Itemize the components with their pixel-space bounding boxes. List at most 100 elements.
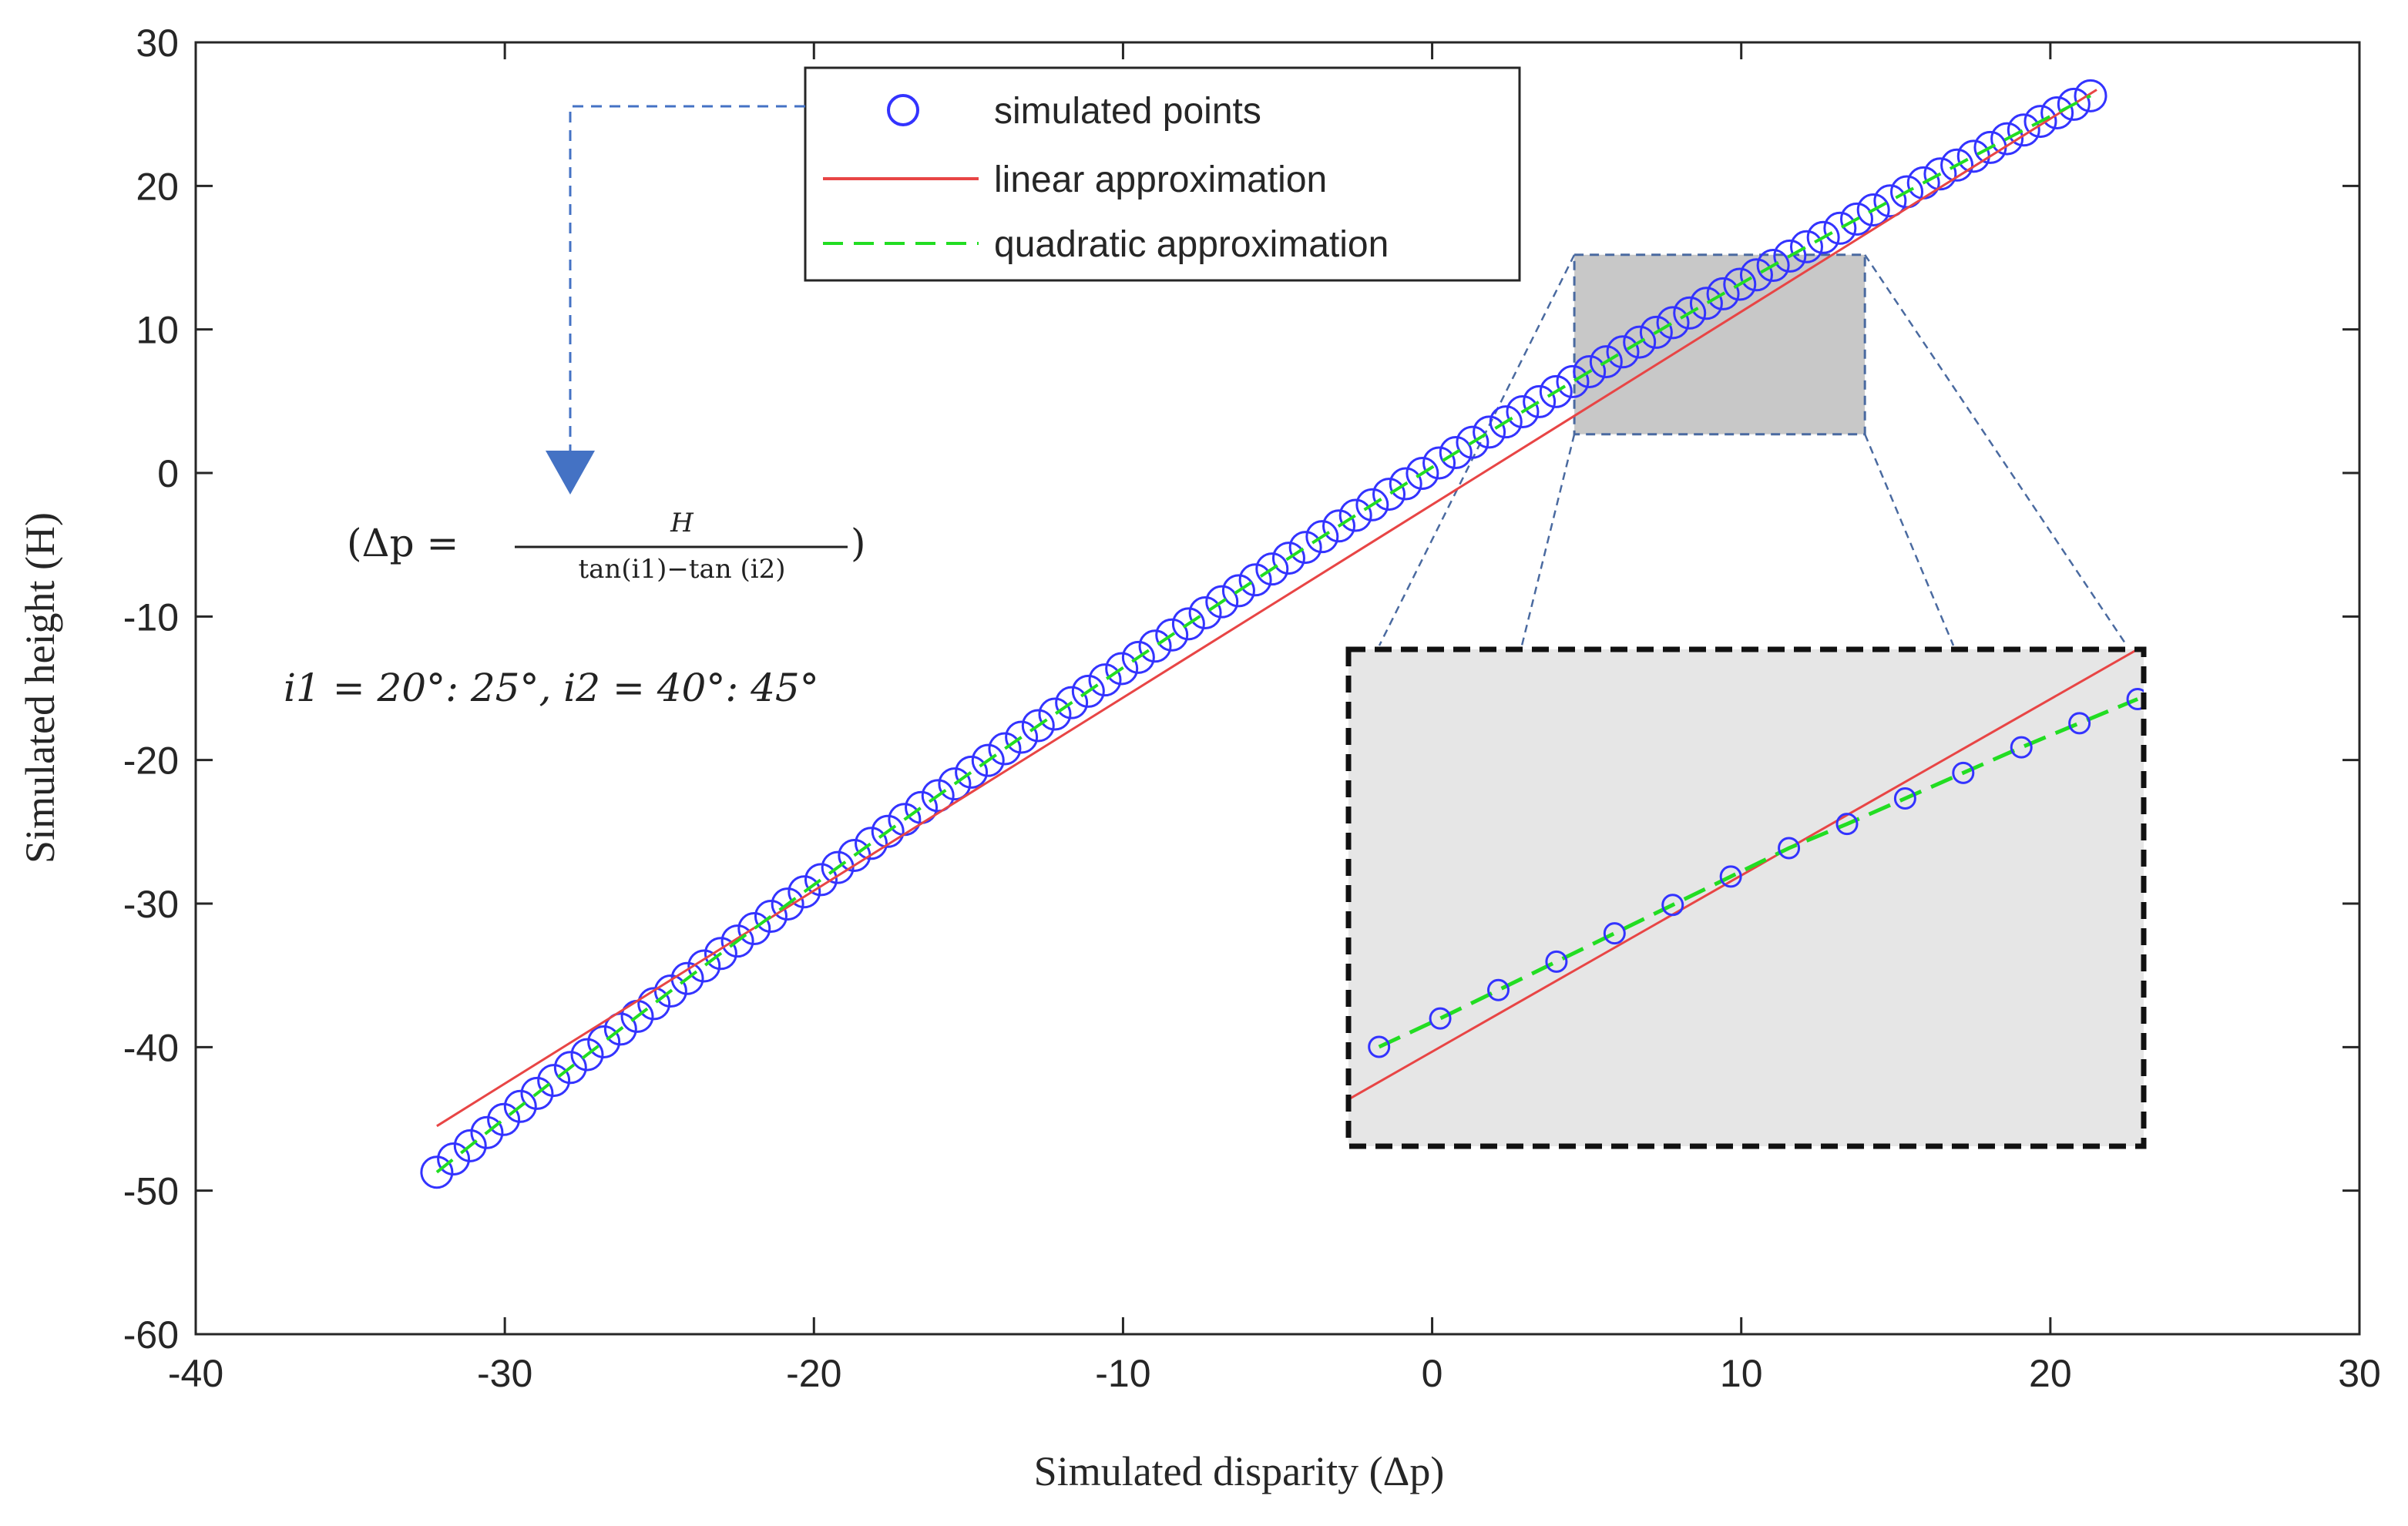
data-point <box>855 827 888 860</box>
data-point <box>1088 663 1122 697</box>
data-point <box>1138 629 1172 663</box>
data-point <box>1623 325 1657 359</box>
x-tick-label: 30 <box>2338 1352 2381 1395</box>
data-point <box>1038 697 1072 731</box>
inset-data-point <box>1545 950 1568 973</box>
arrow-head-icon <box>546 451 595 495</box>
linear-line <box>436 89 2097 1128</box>
formula-lhs: (Δp = <box>347 521 458 565</box>
y-tick-label: -40 <box>123 1026 179 1069</box>
inset-data-point <box>1429 1007 1452 1030</box>
legend-label-points: simulated points <box>994 91 1261 132</box>
data-point <box>520 1076 554 1110</box>
data-point <box>955 755 989 789</box>
data-point <box>1589 345 1623 379</box>
data-point <box>553 1051 587 1085</box>
y-tick-label: 20 <box>136 165 179 208</box>
data-point <box>1773 239 1807 273</box>
inset-linear <box>1348 649 2138 1101</box>
y-tick-label: -20 <box>123 740 179 783</box>
formula-denominator: tan(i1)−tan (i2) <box>578 554 785 585</box>
data-point <box>1673 296 1707 330</box>
data-point <box>704 937 737 971</box>
data-point <box>804 863 838 897</box>
x-tick-label: 10 <box>1720 1352 1763 1395</box>
data-point <box>637 987 671 1021</box>
data-point <box>537 1064 571 1098</box>
legend-marker-points <box>887 94 919 126</box>
y-tick-label: -30 <box>123 883 179 926</box>
data-point <box>1639 315 1673 349</box>
data-point <box>470 1115 504 1149</box>
x-tick-label: -40 <box>168 1352 223 1395</box>
inset-data-point <box>1778 837 1801 860</box>
data-point <box>1071 674 1105 708</box>
y-axis-label: Simulated height (H) <box>17 512 63 864</box>
data-point <box>603 1012 637 1046</box>
data-point <box>1473 415 1506 449</box>
inset-data-point <box>1368 1035 1391 1058</box>
formula-close: ) <box>851 521 866 565</box>
data-point <box>988 732 1022 766</box>
y-tick-label: 30 <box>136 22 179 65</box>
y-tick-label: -50 <box>123 1170 179 1213</box>
inset-data-point <box>1835 813 1859 836</box>
data-point <box>1873 184 1907 218</box>
data-point <box>1689 287 1723 320</box>
data-point <box>1573 354 1607 388</box>
data-point <box>503 1089 537 1123</box>
data-point <box>1656 306 1690 340</box>
data-point <box>1840 202 1874 236</box>
data-point <box>754 900 788 934</box>
data-point <box>1205 585 1239 619</box>
data-point <box>1389 467 1422 501</box>
inset-data-point <box>1893 787 1916 810</box>
x-axis-ticks: -40 -30 -20 -10 0 10 20 30 <box>168 42 2381 1395</box>
data-point <box>1422 446 1456 480</box>
inset-frame-bg <box>1348 649 2144 1146</box>
data-point <box>1723 267 1757 301</box>
data-point <box>971 743 1005 777</box>
data-point <box>1155 618 1189 652</box>
inset-frame-border <box>1345 646 2147 1149</box>
linear-approximation-series <box>436 89 2097 1128</box>
data-point <box>570 1038 604 1072</box>
y-tick-label: 0 <box>157 452 179 495</box>
y-tick-label: -60 <box>123 1313 179 1357</box>
x-tick-label: 20 <box>2029 1352 2072 1395</box>
annotation-arrow <box>546 105 805 495</box>
data-point <box>687 949 721 983</box>
data-point <box>1021 709 1055 743</box>
y-axis-ticks: 30 20 10 0 -10 -20 -30 -40 -50 -60 <box>123 22 2359 1357</box>
data-point <box>1856 193 1890 227</box>
inset-points <box>1368 688 2144 1058</box>
connector-line <box>1378 254 1576 646</box>
legend-label-quadratic: quadratic approximation <box>994 224 1389 265</box>
data-point <box>771 887 804 921</box>
data-point <box>1706 277 1740 310</box>
data-point <box>437 1142 471 1176</box>
data-point <box>420 1155 454 1189</box>
data-point <box>2023 105 2057 139</box>
simulated-points-series <box>420 79 2107 1189</box>
data-point <box>1255 552 1289 586</box>
data-point <box>1823 211 1857 245</box>
data-point <box>1556 364 1590 398</box>
y-tick-label: -10 <box>123 595 179 639</box>
inset-linear-line <box>1348 649 2138 1101</box>
data-point <box>1105 652 1139 686</box>
data-point <box>1456 425 1489 459</box>
data-point <box>1305 520 1339 554</box>
data-point <box>1288 531 1322 565</box>
x-tick-label: -10 <box>1095 1352 1150 1395</box>
data-point <box>1506 394 1540 428</box>
data-point <box>453 1129 487 1162</box>
data-point <box>1489 405 1523 439</box>
inset-data-point <box>2126 688 2144 710</box>
data-point <box>1238 563 1272 597</box>
x-tick-label: -30 <box>477 1352 532 1395</box>
data-point <box>788 875 821 909</box>
data-point <box>720 924 754 958</box>
data-point <box>1322 509 1355 543</box>
